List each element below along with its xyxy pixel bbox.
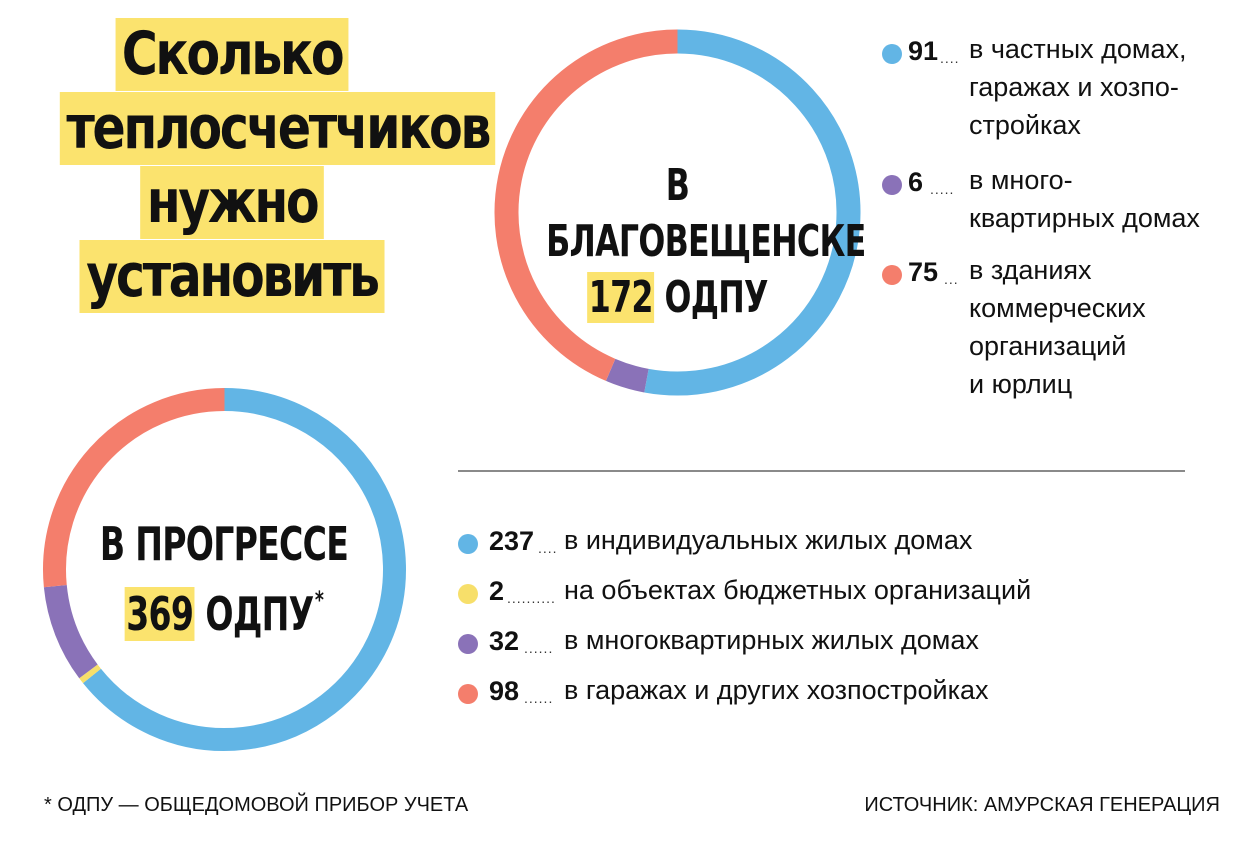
- legend-2-value-garages: 98: [489, 676, 520, 706]
- donut-slice-3: [494, 29, 678, 381]
- legend-2-dots: ..........: [507, 590, 556, 606]
- donut-2-total-line: 369 ОДПУ*: [92, 572, 357, 642]
- legend-1-label-commercial: в зданиях коммерческих организаций и юрл…: [969, 255, 1146, 399]
- legend-1-label-apartments: в много- квартирных домах: [969, 165, 1200, 233]
- headline-line-3: нужно: [140, 166, 324, 239]
- legend-1-dot-blue: [882, 44, 902, 64]
- legend-2-label-apartments: в многоквартирных жилых домах: [564, 625, 979, 655]
- legend-2-value-budget: 2: [489, 576, 505, 606]
- legend-2-dot-purple: [458, 634, 478, 654]
- donut-1-title: В БЛАГОВЕЩЕНСКЕ: [546, 160, 866, 267]
- legend-2-dot-red: [458, 684, 478, 704]
- donut-slice-1: [83, 388, 406, 751]
- headline-line-1: Сколько: [115, 18, 349, 91]
- legend-2-dot-blue: [458, 534, 478, 554]
- legend-1-value-commercial: 75: [908, 257, 939, 287]
- legend-1-dots: .....: [930, 181, 955, 197]
- legend-2-value-apartments: 32: [489, 626, 520, 656]
- donut-2-footnote-mark: *: [314, 586, 324, 614]
- donut-slice-4: [43, 388, 225, 588]
- legend-2-label-garages: в гаражах и других хозпостройках: [564, 675, 989, 705]
- donut-slice-2: [79, 664, 101, 684]
- donut-1-center-label: В БЛАГОВЕЩЕНСКЕ 172 ОДПУ: [546, 158, 866, 326]
- source-credit: ИСТОЧНИК: АМУРСКАЯ ГЕНЕРАЦИЯ: [864, 794, 1220, 816]
- legend-1-value-apartments: 6: [908, 167, 924, 197]
- legend-2-dots: ....: [538, 540, 558, 556]
- donut-chart-blagoveshchensk: [494, 29, 861, 396]
- donut-chart-progress: [43, 388, 406, 751]
- legend-2-label-budget: на объектах бюджетных организаций: [564, 575, 1032, 605]
- donut-2-unit: ОДПУ: [205, 587, 314, 641]
- legend-1-label-private: в частных домах, гаражах и хозпо- стройк…: [969, 34, 1187, 140]
- legend-1-dots: ...: [944, 271, 959, 287]
- legend-1-dot-purple: [882, 175, 902, 195]
- headline-line-4: установить: [79, 240, 385, 313]
- donut-2-total: 369: [124, 587, 195, 641]
- headline-line-2: теплосчетчиков: [59, 92, 496, 165]
- donut-1-unit: ОДПУ: [664, 272, 768, 323]
- legend-2-dot-yellow: [458, 584, 478, 604]
- donut-2-title: В ПРОГРЕССЕ: [99, 517, 349, 571]
- legend-2-dots: ......: [524, 690, 554, 706]
- headline: Сколько теплосчетчиков нужно установить: [59, 18, 496, 314]
- divider-line: [458, 470, 1185, 472]
- legend-2-dots: ......: [524, 640, 554, 656]
- legend-2-label-individual: в индивидуальных жилых домах: [564, 525, 973, 555]
- legend-1-dot-red: [882, 265, 902, 285]
- donut-slice-3: [43, 584, 98, 679]
- donut-2-center-label: В ПРОГРЕССЕ 369 ОДПУ*: [92, 516, 357, 642]
- legend-2-value-individual: 237: [489, 526, 535, 556]
- legend-1-value-private: 91: [908, 36, 939, 66]
- donut-1-total: 172: [587, 272, 655, 323]
- footnote: * ОДПУ — ОБЩЕДОМОВОЙ ПРИБОР УЧЕТА: [44, 794, 469, 816]
- legend-1-dots: ....: [940, 50, 960, 66]
- donut-slice-1: [644, 29, 861, 396]
- donut-slice-2: [605, 358, 649, 393]
- donut-1-total-line: 172 ОДПУ: [546, 270, 809, 326]
